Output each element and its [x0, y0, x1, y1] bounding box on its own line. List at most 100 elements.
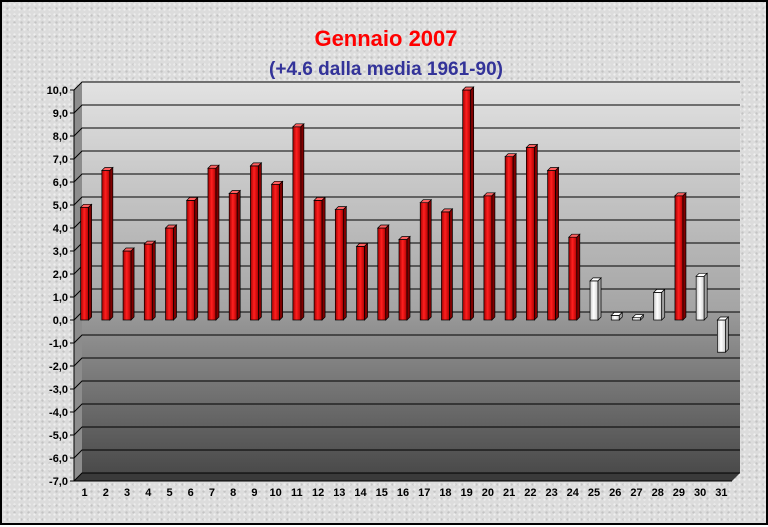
bar-side: [682, 191, 687, 321]
gridline: [73, 81, 740, 91]
bar-side: [555, 166, 559, 321]
x-tick-label: 25: [588, 487, 600, 499]
bar-side: [385, 224, 390, 321]
gridline: [73, 127, 740, 137]
bar: [356, 246, 365, 321]
bar: [547, 170, 556, 321]
bar-side: [130, 247, 135, 321]
bar: [186, 200, 196, 321]
bar: [653, 292, 663, 321]
x-tick-label: 13: [333, 487, 345, 499]
gridline: [73, 334, 740, 344]
x-tick-label: 15: [376, 487, 388, 499]
x-tick-label: 18: [439, 487, 451, 499]
x-tick-label: 4: [145, 487, 152, 499]
x-tick-label: 21: [503, 487, 515, 499]
y-tick-label: 7,0: [53, 154, 68, 166]
bar: [483, 195, 493, 321]
bar-side: [258, 162, 262, 321]
y-tick-label: -6,0: [49, 453, 68, 465]
x-tick-label: 5: [166, 487, 172, 499]
bar-side: [88, 203, 92, 321]
bar-side: [342, 205, 347, 321]
x-tick-label: 7: [209, 487, 215, 499]
gridline: [73, 357, 740, 367]
x-tick-label: 20: [482, 487, 494, 499]
x-tick-label: 1: [82, 487, 88, 499]
x-tick-label: 28: [652, 487, 664, 499]
y-tick-label: 1,0: [53, 292, 68, 304]
bar-side: [279, 180, 283, 321]
x-tick-label: 11: [291, 487, 303, 499]
bar: [122, 250, 132, 321]
bar-side: [576, 233, 581, 321]
gridline: [73, 403, 740, 413]
gridline: [73, 104, 740, 114]
x-tick-label: 24: [567, 487, 580, 499]
bar-side: [618, 311, 623, 321]
x-tick-label: 27: [630, 487, 642, 499]
bar: [441, 211, 450, 321]
chart-title: Gennaio 2007: [314, 26, 457, 51]
bar: [377, 227, 387, 321]
bar: [398, 239, 408, 321]
bar-side: [470, 86, 475, 321]
x-tick-label: 17: [418, 487, 430, 499]
x-tick-label: 10: [270, 487, 282, 499]
x-tick-label: 2: [103, 487, 109, 499]
bar-side: [661, 288, 666, 321]
plot-area: -7,0 -6,0 -5,0 -4,0 -3,0 -2,0 -1,0 0,0 1,0 2,0 3,0…: [47, 81, 740, 499]
bar: [695, 275, 705, 321]
x-tick-label: 23: [545, 487, 557, 499]
x-tick-label: 29: [673, 487, 685, 499]
y-tick-label: 10,0: [47, 85, 68, 97]
y-tick-label: -1,0: [49, 338, 68, 350]
y-tick-label: 6,0: [53, 177, 68, 189]
x-tick-label: 22: [524, 487, 536, 499]
gridline: [73, 472, 740, 482]
x-tick-label: 12: [312, 487, 324, 499]
x-tick-label: 31: [715, 487, 727, 499]
bar-side: [151, 240, 156, 321]
y-tick-label: 3,0: [53, 246, 68, 258]
x-tick-label: 9: [251, 487, 257, 499]
y-tick-label: -7,0: [49, 476, 68, 488]
bar-side: [597, 277, 602, 321]
bar-side: [640, 313, 644, 321]
bar: [165, 227, 174, 321]
bar-side: [406, 235, 411, 321]
x-tick-label: 14: [354, 487, 367, 499]
bar: [674, 195, 684, 321]
y-tick-label: 8,0: [53, 131, 68, 143]
gridline: [73, 150, 740, 160]
y-tick-label: 0,0: [53, 315, 68, 327]
bar: [589, 280, 599, 321]
bar: [334, 209, 344, 321]
negative-background: [82, 312, 740, 473]
bar-side: [703, 272, 708, 321]
gridline: [73, 426, 740, 436]
bar-side: [449, 208, 453, 321]
y-tick-label: 2,0: [53, 269, 68, 281]
x-tick-label: 3: [124, 487, 130, 499]
bar-side: [427, 198, 432, 321]
gridline: [73, 449, 740, 459]
floor: [74, 473, 740, 481]
bar-side: [300, 122, 305, 321]
x-tick-label: 6: [188, 487, 194, 499]
y-tick-label: -2,0: [49, 361, 68, 373]
bar-side: [725, 316, 729, 354]
y-tick-label: -5,0: [49, 430, 68, 442]
bar: [462, 89, 472, 321]
bar: [250, 165, 259, 321]
bar: [228, 193, 238, 321]
bar: [101, 170, 111, 321]
bar-side: [215, 164, 220, 321]
bar-side: [109, 166, 114, 321]
bar-side: [173, 224, 177, 321]
bar: [292, 126, 302, 321]
gridline: [73, 196, 740, 206]
bar-side: [364, 242, 368, 321]
bar: [504, 156, 514, 321]
